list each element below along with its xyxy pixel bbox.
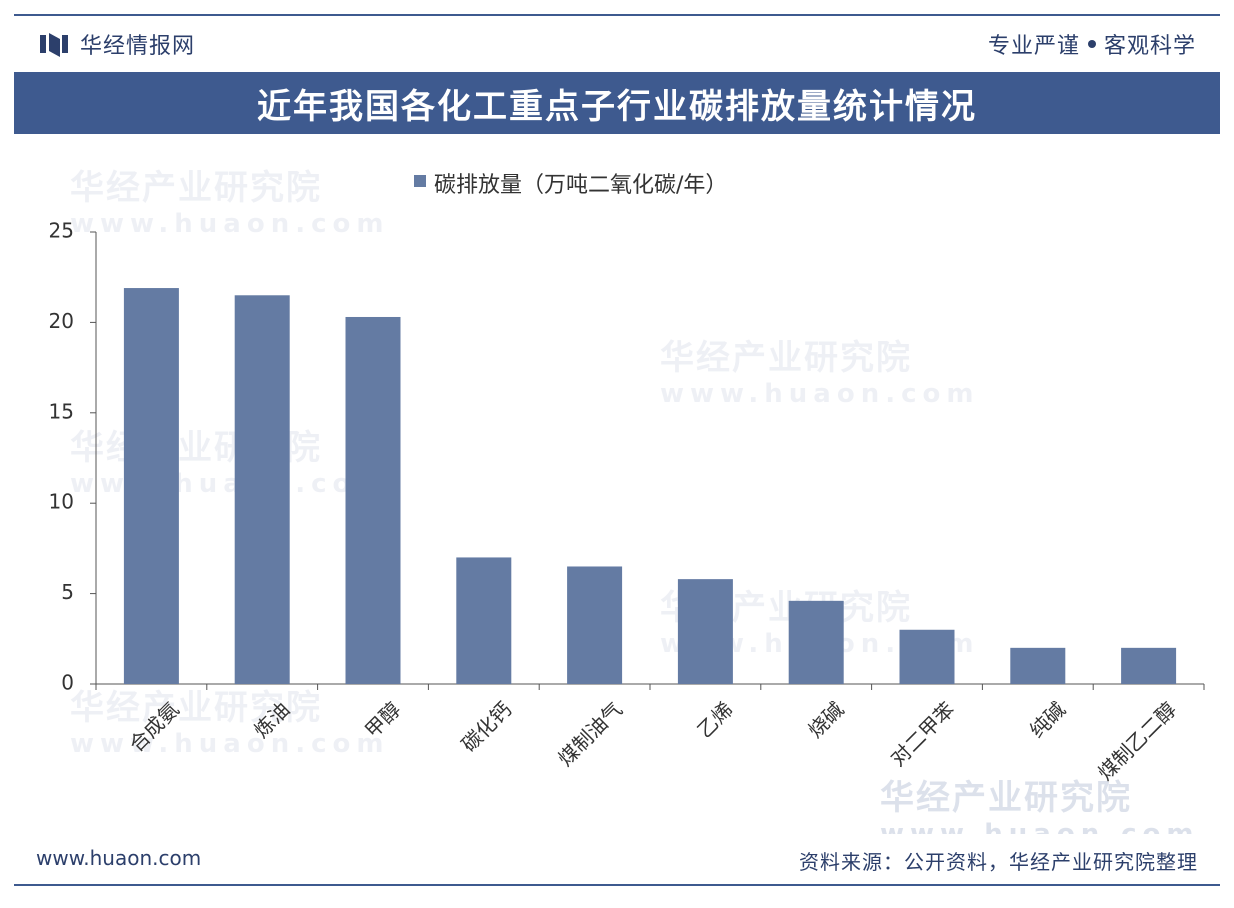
x-tick-label: 纯碱 <box>1025 697 1070 742</box>
x-tick-label: 炼油 <box>249 697 294 742</box>
bar <box>456 557 512 684</box>
slogan: 专业严谨 客观科学 <box>988 28 1196 60</box>
slogan-left: 专业严谨 <box>987 34 1080 59</box>
footer-url[interactable]: www.huaon.com <box>36 846 202 870</box>
x-tick-label: 合成氨 <box>124 697 183 756</box>
y-tick-label: 20 <box>49 309 74 333</box>
brand[interactable]: 华经情报网 <box>40 28 195 60</box>
y-tick-label: 5 <box>61 580 74 604</box>
bar <box>788 600 844 684</box>
legend-label: 碳排放量（万吨二氧化碳/年） <box>434 173 727 198</box>
dot-separator-icon <box>1087 40 1096 48</box>
x-tick-label: 碳化钙 <box>457 697 516 756</box>
x-tick-label: 煤制油气 <box>553 697 627 771</box>
bar <box>899 629 955 684</box>
y-tick-label: 10 <box>49 490 74 514</box>
chart-title: 近年我国各化工重点子行业碳排放量统计情况 <box>14 72 1220 134</box>
bar <box>677 579 733 684</box>
brand-logo-icon <box>40 33 68 57</box>
x-tick-label: 烧碱 <box>803 697 848 742</box>
bar <box>567 566 623 684</box>
source-note: 资料来源：公开资料，华经产业研究院整理 <box>799 850 1198 874</box>
bar <box>123 288 179 684</box>
y-tick-label: 0 <box>61 671 74 695</box>
x-tick-label: 甲醇 <box>360 697 405 742</box>
legend-swatch <box>414 175 426 187</box>
bar <box>345 316 401 684</box>
y-tick-label: 15 <box>49 399 74 423</box>
bar <box>1121 647 1177 684</box>
brand-name: 华经情报网 <box>80 34 196 59</box>
bar <box>234 295 290 684</box>
x-tick-label: 乙烯 <box>692 697 737 742</box>
footer: www.huaon.com 资料来源：公开资料，华经产业研究院整理 <box>14 834 1220 884</box>
page-frame <box>14 14 1220 886</box>
header-bar: 华经情报网 专业严谨 客观科学 <box>14 16 1220 72</box>
slogan-right: 客观科学 <box>1103 34 1196 59</box>
bar <box>1010 647 1066 684</box>
x-tick-label: 对二甲苯 <box>886 697 960 771</box>
x-tick-label: 煤制乙二醇 <box>1093 697 1181 785</box>
y-tick-label: 25 <box>49 219 74 243</box>
